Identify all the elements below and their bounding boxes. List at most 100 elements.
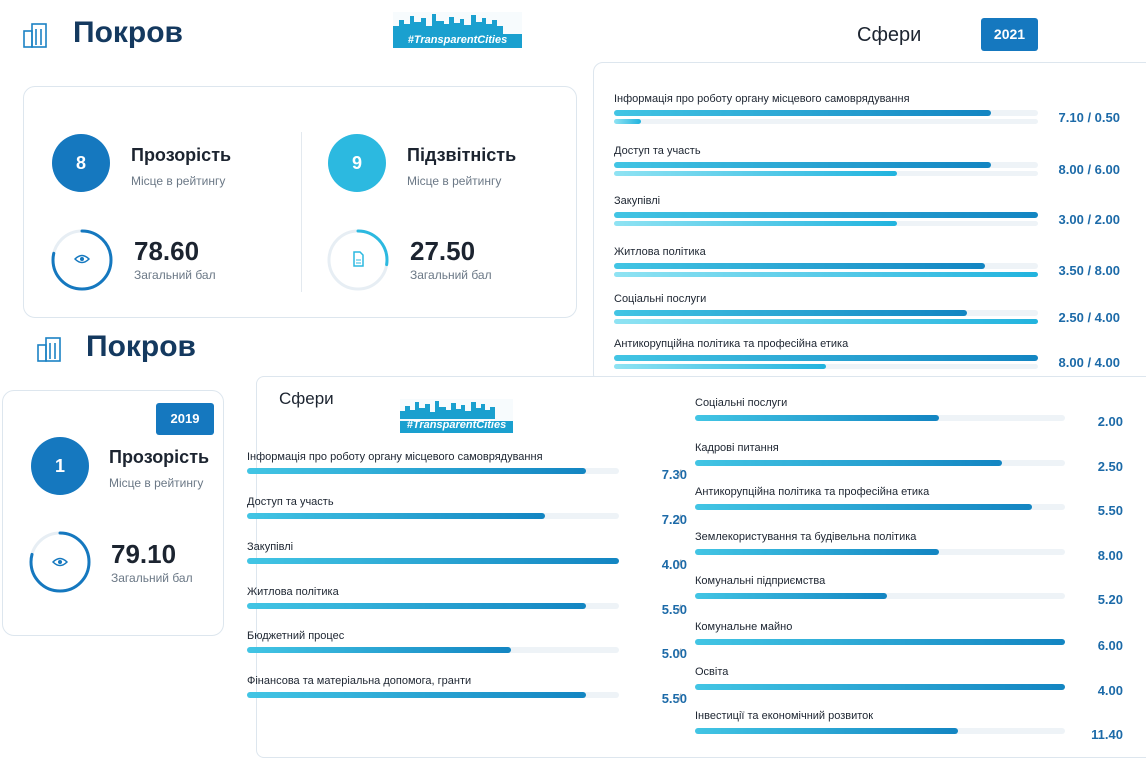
sphere-name: Землекористування та будівельна політика — [695, 531, 917, 543]
sphere-name: Кадрові питання — [695, 442, 779, 454]
sphere-track-secondary — [614, 221, 1038, 226]
sphere-name: Освіта — [695, 666, 729, 678]
sphere-bar-secondary — [614, 221, 897, 226]
sphere-name: Інформація про роботу органу місцевого с… — [614, 93, 910, 105]
sphere-track — [614, 355, 1038, 361]
sphere-track — [247, 603, 619, 609]
sphere-bar — [247, 647, 512, 653]
sphere-bar — [247, 513, 545, 519]
transparency-title: Прозорість — [109, 447, 210, 467]
sphere-score: 5.20 — [1097, 592, 1123, 607]
sphere-bar — [695, 460, 1003, 466]
sphere-bar — [247, 558, 619, 564]
sphere-name: Доступ та участь — [614, 145, 701, 157]
sphere-bar — [247, 692, 586, 698]
bottom-header: Покров — [0, 318, 580, 378]
building-icon — [36, 336, 64, 362]
transparency-score-label: Загальний бал — [134, 268, 216, 282]
logo-text: #TransparentCities — [406, 419, 507, 431]
sphere-score: 3.00 / 2.00 — [1058, 212, 1120, 227]
sphere-score: 8.00 / 4.00 — [1058, 355, 1120, 370]
sphere-track — [695, 593, 1065, 599]
sphere-name: Бюджетний процес — [247, 630, 345, 642]
sphere-score: 5.00 — [661, 646, 687, 661]
sphere-track — [614, 212, 1038, 218]
sphere-name: Антикорупційна політика та професійна ет… — [614, 338, 849, 350]
sphere-track — [695, 504, 1065, 510]
accountability-score-label: Загальний бал — [410, 268, 492, 282]
sphere-track-secondary — [614, 272, 1038, 277]
sphere-bar — [695, 728, 958, 734]
accountability-score: 27.50 — [410, 236, 476, 266]
sphere-track — [695, 549, 1065, 555]
eye-icon — [73, 251, 91, 272]
transparent-cities-logo: #TransparentCities — [400, 399, 513, 433]
spheres-panel-2019: Сфери #TransparentCities Інформація про … — [247, 376, 1146, 758]
sphere-bar — [695, 504, 1032, 510]
sphere-track — [695, 639, 1065, 645]
sphere-name: Інвестиції та економічний розвиток — [695, 710, 874, 722]
sphere-track-secondary — [614, 171, 1038, 176]
sphere-score: 5.50 — [661, 602, 687, 617]
sphere-track — [695, 728, 1065, 734]
document-icon — [350, 251, 366, 272]
score-separator: / — [678, 602, 682, 616]
sphere-score: 8.00 / 6.00 — [1058, 162, 1120, 177]
sphere-bar-secondary — [614, 364, 826, 369]
sphere-track — [247, 647, 619, 653]
transparency-score-ring — [51, 229, 113, 291]
spheres-title: Сфери — [857, 24, 922, 46]
sphere-name: Закупівлі — [614, 195, 661, 207]
sphere-bar-primary — [614, 162, 991, 168]
sphere-bar-secondary — [614, 171, 897, 176]
sphere-name: Комунальні підприємства — [695, 575, 826, 587]
sphere-track — [247, 558, 619, 564]
sphere-name: Фінансова та матеріальна допомога, грант… — [247, 675, 472, 687]
score-separator: / — [678, 467, 682, 481]
sphere-score: 11.40 — [1091, 727, 1123, 742]
sphere-bar — [247, 468, 586, 474]
sphere-name: Соціальні послуги — [695, 397, 788, 409]
sphere-bar — [695, 684, 1065, 690]
sphere-track-secondary — [614, 319, 1038, 324]
sphere-bar-primary — [614, 263, 985, 269]
spheres-title: Сфери — [279, 389, 334, 408]
transparency-score-ring — [29, 531, 91, 593]
sphere-track — [247, 513, 619, 519]
sphere-bar-primary — [614, 355, 1038, 361]
sphere-score: 5.50 — [661, 691, 687, 706]
transparency-title: Прозорість — [131, 145, 232, 165]
city-name: Покров — [73, 16, 183, 49]
sphere-bar-primary — [614, 310, 968, 316]
panel-divider — [301, 132, 302, 292]
sphere-score: 7.20 — [661, 512, 687, 527]
year-badge[interactable]: 2021 — [981, 18, 1038, 51]
sphere-track — [614, 310, 1038, 316]
rating-panel: 8 Прозорість Місце в рейтингу 78.60 Зага… — [23, 86, 577, 318]
sphere-track — [247, 692, 619, 698]
top-header: Покров #TransparentCities Сфери 2021 — [0, 0, 1146, 60]
transparency-rank: 8 — [52, 134, 110, 192]
sphere-name: Житлова політика — [247, 586, 339, 598]
sphere-score: 6.00 — [1097, 638, 1123, 653]
year-badge[interactable]: 2019 — [156, 403, 214, 435]
sphere-bar — [695, 639, 1065, 645]
sphere-track — [614, 110, 1038, 116]
city-name: Покров — [86, 330, 196, 363]
sphere-score: 4.00 — [1097, 683, 1123, 698]
accountability-rank-label: Місце в рейтингу — [407, 174, 502, 188]
sphere-bar — [695, 593, 888, 599]
spheres-panel: Інформація про роботу органу місцевого с… — [593, 62, 1146, 384]
sphere-name: Закупівлі — [247, 541, 294, 553]
sphere-bar-secondary — [614, 319, 1038, 324]
sphere-score: 2.50 — [1097, 459, 1123, 474]
sphere-name: Соціальні послуги — [614, 293, 707, 305]
sphere-score: 5.50 — [1097, 503, 1123, 518]
transparency-score: 78.60 — [134, 236, 200, 266]
transparency-score-label: Загальний бал — [111, 571, 193, 585]
sphere-score: 3.50 / 8.00 — [1058, 263, 1120, 278]
sphere-name: Житлова політика — [614, 246, 706, 258]
transparent-cities-logo: #TransparentCities — [393, 12, 522, 48]
sphere-name: Комунальне майно — [695, 621, 793, 633]
sphere-track — [614, 263, 1038, 269]
